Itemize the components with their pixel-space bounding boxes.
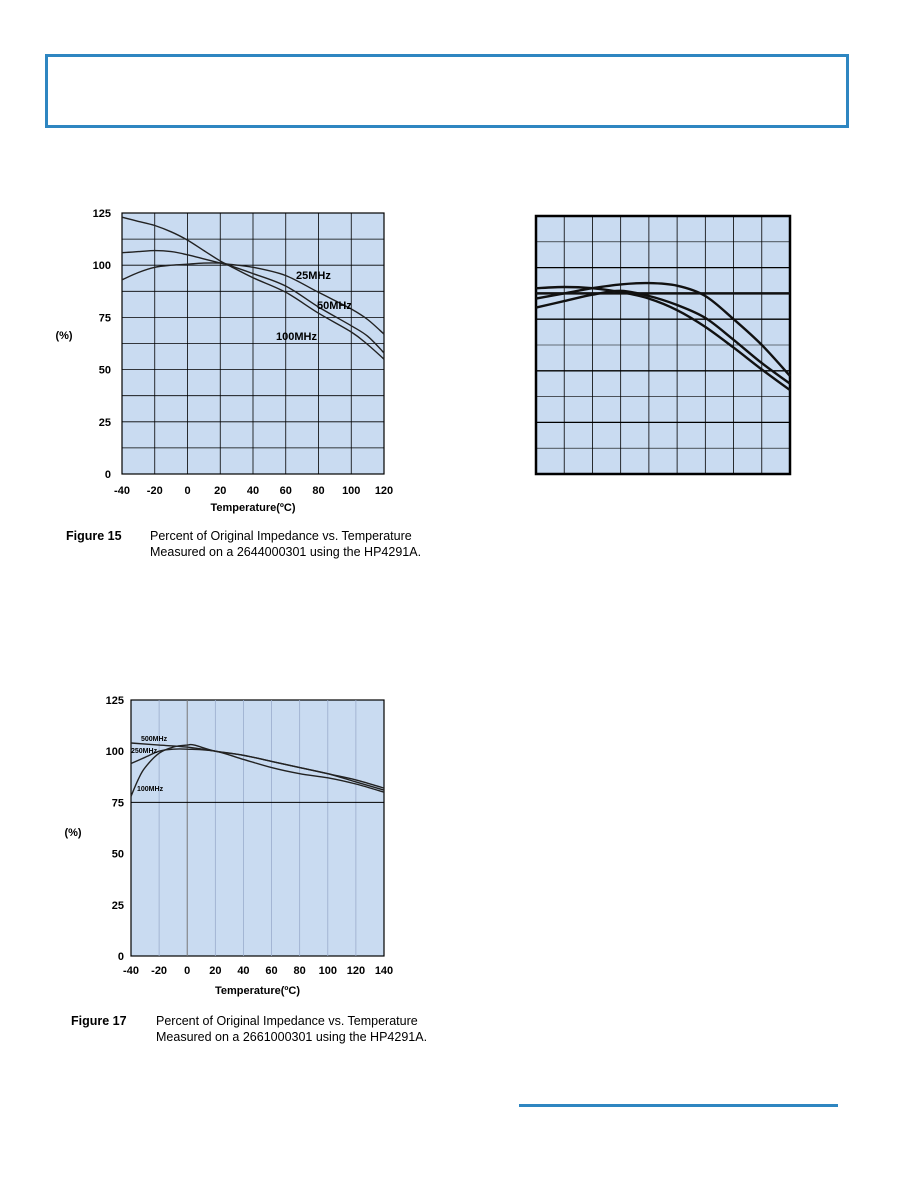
x-tick-label: 40 [237,965,249,977]
y-tick-label: 125 [106,695,124,707]
series-label-25mhz: 25MHz [296,270,331,282]
x-tick-label: 80 [294,965,306,977]
series-line [130,748,385,793]
series-label-100mhz: 100MHz [276,331,317,343]
figure-17-caption: Figure 17 Percent of Original Impedance … [71,1013,471,1047]
y-tick-label: 75 [99,312,111,324]
x-tick-label: 20 [214,485,226,497]
header-box [45,54,849,128]
series-label-100mhz: 100MHz [137,786,164,793]
y-tick-label: 75 [112,797,124,809]
x-tick-label: -20 [151,965,167,977]
figure-15-caption: Figure 15 Percent of Original Impedance … [66,528,466,562]
x-tick-label: 40 [247,485,259,497]
x-tick-label: 100 [342,485,360,497]
footer-rule [519,1104,838,1107]
x-tick-label: 60 [265,965,277,977]
y-axis-title: (%) [55,330,72,342]
series-line [121,249,385,354]
y-tick-label: 0 [118,951,124,963]
x-tick-label: 140 [375,965,393,977]
x-tick-label: 120 [375,485,393,497]
x-tick-label: 120 [347,965,365,977]
series-line [535,289,791,385]
x-axis-title: Temperature(ºC) [210,502,295,514]
figure-15-caption-line1: Percent of Original Impedance vs. Temper… [150,529,412,543]
series-line [130,743,385,797]
x-tick-label: 80 [312,485,324,497]
x-tick-label: 60 [280,485,292,497]
figure-15-label: Figure 15 [66,529,122,543]
x-tick-label: -20 [147,485,163,497]
x-tick-label: 20 [209,965,221,977]
series-label-250mhz: 250MHz [131,748,158,755]
x-tick-label: 0 [184,485,190,497]
series-label-500mhz: 500MHz [141,736,168,743]
x-tick-label: 100 [319,965,337,977]
y-tick-label: 125 [93,208,111,220]
y-axis-title: (%) [64,827,81,839]
series-line [121,216,385,360]
series-label-50mhz: 50MHz [317,300,352,312]
x-tick-label: 0 [184,965,190,977]
y-tick-label: 50 [99,365,111,377]
x-tick-label: -40 [123,965,139,977]
y-tick-label: 100 [106,746,124,758]
y-tick-label: 50 [112,849,124,861]
figure-17-caption-line1: Percent of Original Impedance vs. Temper… [156,1014,418,1028]
series-line [535,281,791,377]
x-tick-label: -40 [114,485,130,497]
series-line [535,285,791,392]
y-tick-label: 0 [105,469,111,481]
figure-17-caption-line2: Measured on a 2661000301 using the HP429… [156,1030,428,1044]
plot-area [130,699,385,957]
x-axis-title: Temperature(ºC) [215,985,300,997]
y-tick-label: 25 [112,900,124,912]
figure-17-label: Figure 17 [71,1014,127,1028]
y-tick-label: 25 [99,417,111,429]
figure-15-caption-line2: Measured on a 2644000301 using the HP429… [150,545,422,559]
y-tick-label: 100 [93,260,111,272]
